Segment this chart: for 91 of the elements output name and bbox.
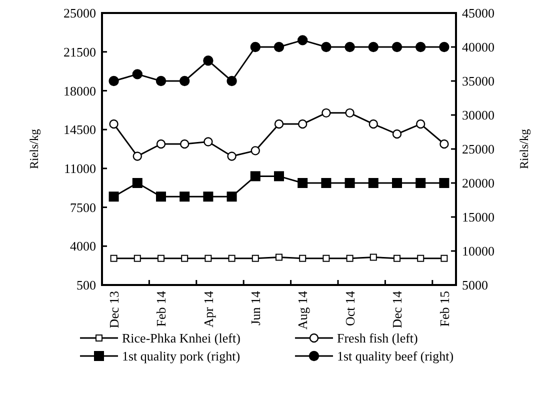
point — [368, 42, 378, 52]
y-tick-label: 25000 — [64, 6, 96, 21]
point — [108, 192, 119, 202]
x-tick-label: Jun 14 — [248, 290, 263, 326]
point — [394, 254, 400, 262]
point — [108, 76, 119, 86]
x-tick-label: Feb 14 — [154, 290, 169, 327]
point — [439, 42, 450, 52]
y-tick-label: 500 — [76, 278, 96, 293]
point — [368, 119, 378, 129]
y2-tick-label: 40000 — [462, 40, 494, 55]
y2-tick-label: 45000 — [462, 6, 494, 21]
y2-tick-label: 25000 — [462, 142, 494, 157]
point — [227, 152, 236, 161]
y2-tick-label: 20000 — [462, 176, 494, 191]
x-tick-label: Dec 14 — [390, 290, 405, 328]
point — [226, 76, 237, 86]
y-tick-label: 14500 — [64, 122, 96, 138]
point — [250, 171, 260, 182]
y2-axis-title: Riels/kg — [517, 128, 531, 170]
point — [346, 254, 354, 262]
y2-tick-label: 15000 — [462, 210, 494, 225]
point — [416, 178, 426, 188]
point — [321, 42, 332, 52]
legend-label: 1st quality pork (right) — [122, 348, 240, 364]
y2-tick-label: 10000 — [462, 244, 494, 259]
point — [181, 254, 188, 262]
point — [156, 192, 166, 202]
point — [156, 76, 166, 86]
x-tick-label: Oct 14 — [342, 290, 358, 326]
point — [344, 178, 355, 188]
point — [132, 178, 142, 188]
point — [392, 178, 402, 188]
x-tick-label: Aug 14 — [295, 290, 310, 330]
y-tick-label: 7500 — [70, 200, 96, 215]
point — [158, 254, 164, 262]
point — [180, 139, 190, 149]
point — [252, 254, 259, 262]
point — [344, 42, 355, 52]
point — [392, 42, 402, 52]
point — [368, 178, 378, 188]
y-tick-label: 4000 — [70, 238, 96, 254]
point — [109, 119, 118, 129]
x-tick-label: Feb 15 — [436, 291, 452, 327]
y-tick-label: 21500 — [64, 44, 96, 60]
y2-tick-label: 30000 — [462, 108, 494, 123]
point — [250, 42, 260, 52]
y-tick-label: 11000 — [64, 160, 96, 176]
point — [250, 146, 260, 156]
point — [203, 192, 214, 202]
point — [321, 178, 332, 188]
point — [416, 119, 426, 129]
point — [204, 254, 212, 262]
legend-label: 1st quality beef (right) — [337, 348, 454, 364]
point — [370, 254, 377, 261]
point — [204, 137, 213, 146]
y-tick-label: 18000 — [64, 83, 96, 98]
point — [226, 192, 237, 202]
point — [180, 192, 190, 202]
point — [203, 56, 214, 66]
point — [156, 139, 166, 149]
point — [416, 42, 426, 52]
legend-label: Fresh fish (left) — [337, 330, 418, 346]
point — [274, 119, 284, 129]
point — [440, 254, 448, 262]
point — [298, 178, 308, 188]
point — [417, 254, 424, 262]
point — [392, 129, 402, 139]
point — [180, 76, 190, 86]
point — [322, 254, 330, 262]
y2-tick-label: 5000 — [462, 278, 488, 293]
point — [298, 35, 308, 46]
point — [439, 178, 450, 188]
point — [132, 152, 142, 161]
point — [274, 171, 284, 182]
point — [228, 254, 236, 262]
point — [322, 108, 331, 118]
point — [299, 254, 306, 262]
legend-label: Rice-Phka Knhei (left) — [122, 330, 240, 346]
x-tick-label: Dec 13 — [106, 291, 122, 328]
y2-tick-label: 35000 — [462, 74, 494, 89]
point — [440, 139, 449, 149]
point — [298, 119, 308, 129]
point — [132, 69, 142, 80]
point — [134, 254, 141, 262]
point — [345, 108, 354, 118]
point — [274, 42, 284, 52]
point — [276, 254, 282, 261]
x-tick-label: Apr 14 — [200, 290, 216, 328]
point — [110, 254, 118, 262]
y-axis-title: Riels/kg — [27, 128, 41, 170]
